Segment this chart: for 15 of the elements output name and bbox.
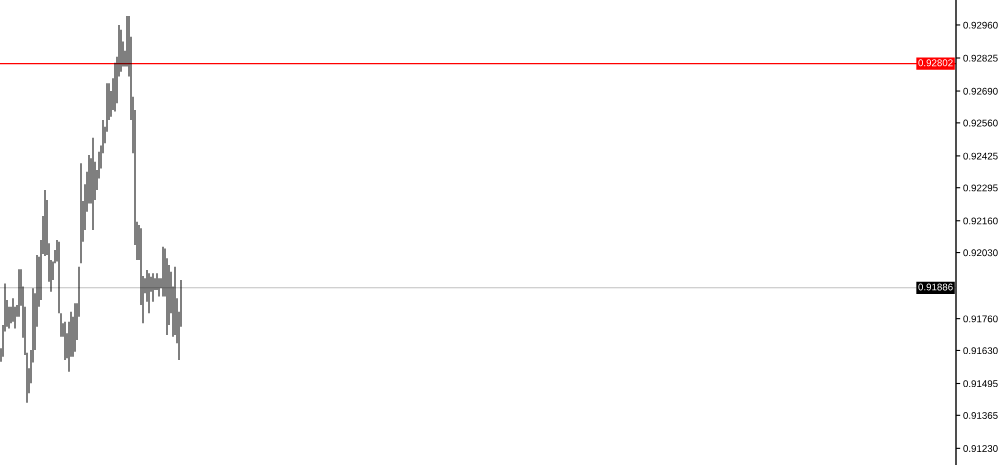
ref-line-label: 0.91886: [918, 283, 953, 291]
y-tick-label: 0.92690: [963, 87, 998, 95]
y-tick-label: 0.91495: [963, 380, 998, 388]
y-tick-label: 0.92030: [963, 249, 998, 257]
y-tick-label: 0.92160: [963, 217, 998, 225]
y-tick-label: 0.92295: [963, 184, 998, 192]
y-tick-label: 0.91365: [963, 412, 998, 419]
y-tick-label: 0.92425: [963, 152, 998, 160]
y-tick-label: 0.91760: [963, 315, 998, 323]
ref-line-label: 0.92802: [918, 59, 953, 67]
y-tick-label: 0.92825: [963, 54, 998, 62]
y-tick-label: 0.92560: [963, 119, 998, 127]
y-tick-label: 0.91230: [963, 445, 998, 452]
y-tick-label: 0.92960: [963, 21, 998, 29]
y-tick-label: 0.91630: [963, 347, 998, 355]
